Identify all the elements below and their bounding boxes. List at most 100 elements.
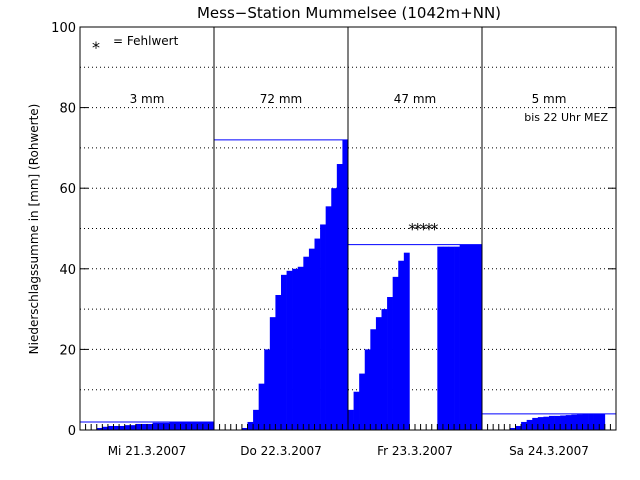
- y-tick-label: 0: [68, 424, 76, 439]
- bar: [197, 421, 204, 430]
- x-tick-label: Do 22.3.2007: [240, 444, 321, 458]
- bar: [375, 317, 382, 430]
- bar: [521, 421, 527, 430]
- x-tick-label: Sa 24.3.2007: [509, 444, 589, 458]
- bar: [554, 415, 561, 430]
- x-tick-label: Fr 23.3.2007: [377, 444, 453, 458]
- y-axis-label: Niederschlagssumme in [mm] (Rohwerte): [27, 104, 41, 355]
- y-tick-label: 80: [59, 102, 76, 117]
- bar: [308, 248, 315, 430]
- bar: [264, 349, 271, 430]
- bar: [269, 317, 276, 430]
- bar: [141, 423, 148, 430]
- bar: [258, 383, 265, 430]
- y-tick-label: 100: [51, 21, 76, 36]
- bar: [509, 427, 516, 430]
- missing-value-marker: *: [431, 220, 439, 239]
- bar: [107, 425, 114, 430]
- bar: [342, 139, 349, 430]
- bar: [281, 274, 287, 430]
- bar: [102, 426, 109, 430]
- bar: [180, 421, 187, 430]
- bar: [275, 294, 282, 430]
- bar: [320, 224, 326, 430]
- legend-label: = Fehlwert: [113, 34, 179, 48]
- bar: [470, 244, 477, 430]
- bar: [571, 414, 578, 430]
- bar: [292, 268, 299, 430]
- bar: [186, 421, 192, 430]
- bar: [476, 244, 483, 430]
- missing-value-marker: *: [425, 220, 433, 239]
- bar: [348, 409, 354, 430]
- bar: [448, 246, 455, 430]
- bar: [325, 206, 332, 430]
- missing-value-marker: *: [414, 220, 422, 239]
- bar: [241, 427, 248, 430]
- bar: [576, 414, 583, 430]
- bar: [297, 266, 304, 430]
- daily-total-label: 47 mm: [394, 92, 436, 106]
- bar: [549, 415, 555, 430]
- bar: [202, 421, 209, 430]
- bar: [191, 421, 198, 430]
- bar: [398, 260, 405, 430]
- bars-group: [96, 139, 606, 430]
- bar: [565, 415, 572, 430]
- bar: [208, 421, 215, 430]
- bar: [593, 413, 600, 430]
- bar: [599, 413, 606, 430]
- bar: [336, 164, 343, 430]
- time-note: bis 22 Uhr MEZ: [524, 111, 608, 124]
- plot-frame: [79, 26, 617, 431]
- bar: [526, 419, 533, 430]
- axis-labels: Mi 21.3.2007 Do 22.3.2007 Fr 23.3.2007 Sa 2…: [51, 21, 589, 458]
- bar: [454, 246, 460, 430]
- bar: [381, 309, 388, 430]
- bar: [359, 373, 366, 430]
- chart-title: Mess−Station Mummelsee (1042m+NN): [197, 4, 501, 22]
- bar: [403, 252, 410, 430]
- bar: [152, 422, 159, 430]
- bar: [442, 246, 449, 430]
- bar: [303, 256, 310, 430]
- axis-ticks: [80, 26, 616, 431]
- bar: [247, 421, 254, 430]
- daily-total-lines: [80, 139, 616, 423]
- bar: [364, 349, 371, 430]
- missing-value-marker: *: [408, 220, 416, 239]
- bar: [130, 425, 137, 430]
- bar: [515, 425, 522, 430]
- bar: [158, 422, 165, 430]
- bar: [465, 244, 472, 430]
- bar: [588, 413, 594, 430]
- bar: [147, 423, 153, 430]
- bar: [537, 417, 544, 430]
- bar: [113, 425, 120, 430]
- bar: [437, 246, 444, 430]
- bar: [543, 416, 550, 430]
- bar: [163, 422, 170, 430]
- missing-value-marker: *: [419, 220, 427, 239]
- bar: [353, 391, 360, 430]
- bar: [124, 425, 131, 430]
- bar: [532, 417, 539, 430]
- y-tick-label: 60: [59, 182, 76, 197]
- bar: [370, 329, 377, 430]
- daily-total-label: 5 mm: [532, 92, 567, 106]
- bar: [253, 409, 259, 430]
- bar: [392, 276, 399, 430]
- bar: [582, 413, 589, 430]
- bar: [286, 270, 293, 430]
- bar: [560, 415, 567, 430]
- bar: [314, 238, 321, 430]
- legend: * = Fehlwert: [92, 34, 179, 57]
- bar: [135, 423, 142, 430]
- bar: [119, 425, 125, 430]
- bar: [331, 188, 338, 430]
- daily-total-label: 72 mm: [260, 92, 302, 106]
- y-tick-label: 40: [59, 263, 76, 278]
- bar: [387, 297, 393, 430]
